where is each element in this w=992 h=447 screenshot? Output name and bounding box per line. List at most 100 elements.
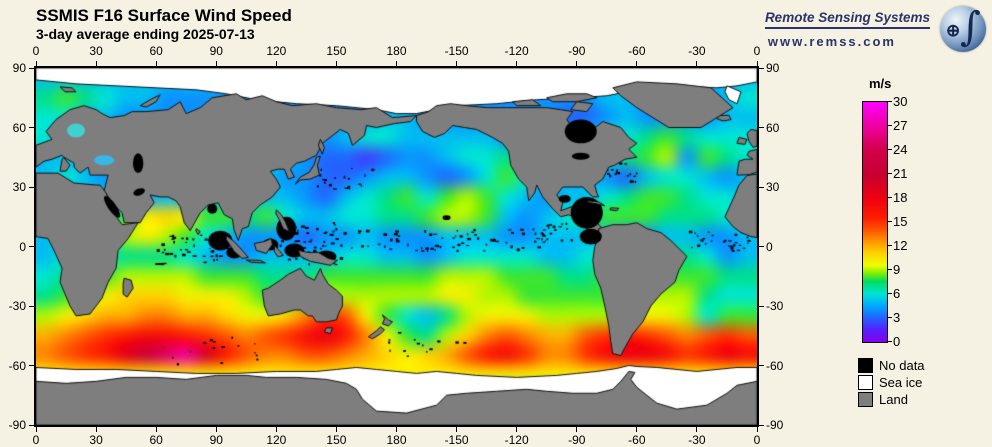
legend-swatch (858, 358, 873, 373)
lon-tickmark-bottom (696, 427, 698, 432)
legend-swatch (858, 375, 873, 390)
lat-tickmark-left (29, 424, 34, 426)
colorbar-tick-label: 3 (893, 310, 901, 325)
colorbar-gradient (863, 102, 887, 342)
lon-tickmark-bottom (756, 427, 758, 432)
lon-tickmark-bottom (576, 427, 578, 432)
lon-tickmark-top (396, 61, 397, 66)
lon-tickmark-top (35, 61, 37, 66)
lat-tick-label-left: 60 (12, 120, 26, 135)
lon-tick-label-top: -60 (628, 44, 646, 58)
lon-tick-label-top: -120 (504, 44, 529, 58)
map-legend: No data Sea ice Land (858, 358, 925, 410)
lon-tick-label-top: 60 (149, 44, 163, 58)
lon-tickmark-top (456, 61, 458, 66)
lon-tickmark-bottom (335, 427, 337, 432)
colorbar-tick-label: 15 (893, 214, 908, 229)
lon-tick-label-bottom: -30 (688, 433, 706, 447)
legend-row: Sea ice (858, 375, 925, 390)
lat-tickmark-left (29, 246, 34, 247)
lon-tick-label-bottom: 180 (386, 433, 407, 447)
lon-tickmark-bottom (35, 427, 37, 432)
colorbar-tickmark (887, 244, 892, 246)
colorbar-tick-label: 30 (893, 94, 908, 109)
lat-tickmark-right (759, 67, 764, 69)
lat-tick-label-right: -90 (766, 418, 784, 432)
colorbar-tickmark (887, 268, 892, 270)
lat-tick-label-left: 30 (12, 180, 26, 194)
legend-row: No data (858, 358, 925, 373)
colorbar-tickmark (887, 340, 892, 342)
lon-tick-label-bottom: 0 (32, 433, 40, 447)
colorbar (862, 101, 888, 343)
lon-tick-label-bottom: 60 (149, 433, 163, 447)
lon-tick-label-bottom: -90 (568, 433, 586, 447)
lon-tick-label-top: -30 (688, 44, 706, 58)
lon-tickmark-top (335, 61, 337, 66)
colorbar-tick-label: 24 (893, 142, 908, 157)
colorbar-tickmark (887, 100, 892, 102)
lat-tick-label-left: -90 (8, 418, 26, 432)
lat-tick-label-left: 0 (19, 239, 26, 254)
lon-tick-label-bottom: -150 (444, 433, 469, 447)
lon-tickmark-bottom (275, 427, 277, 432)
legend-row: Land (858, 392, 925, 407)
lat-tick-label-right: 0 (766, 239, 773, 254)
lon-tickmark-top (636, 61, 638, 66)
colorbar-tickmark (887, 316, 892, 318)
lon-tickmark-bottom (95, 427, 97, 432)
lon-tickmark-top (95, 61, 97, 66)
lat-tickmark-right (759, 246, 764, 247)
lon-tickmark-top (275, 61, 277, 66)
lon-tick-label-top: 0 (32, 44, 40, 58)
lon-tick-label-bottom: 90 (209, 433, 223, 447)
colorbar-tick-label: 0 (893, 334, 901, 349)
lat-tickmark-right (759, 186, 764, 188)
lon-tick-label-top: -150 (444, 44, 469, 58)
lat-tickmark-right (759, 127, 764, 128)
lon-tick-label-top: -90 (568, 44, 586, 58)
page-subtitle: 3-day average ending 2025-07-13 (36, 26, 255, 42)
colorbar-tickmark (887, 292, 892, 294)
lon-tickmark-bottom (155, 427, 157, 432)
colorbar-tickmark (887, 148, 892, 150)
colorbar-tick-label: 18 (893, 190, 908, 205)
colorbar-tickmark (887, 172, 892, 174)
lon-tickmark-bottom (636, 427, 638, 432)
lon-tickmark-top (696, 61, 698, 66)
remss-logo-name: Remote Sensing Systems (764, 10, 930, 29)
lat-tickmark-right (759, 305, 764, 307)
legend-swatch (858, 392, 873, 407)
lat-tickmark-left (29, 127, 34, 128)
colorbar-units-label: m/s (869, 76, 892, 91)
remss-logo: Remote Sensing Systems www.remss.com ∫ ⊕ (736, 2, 986, 60)
lon-tickmark-top (516, 61, 518, 66)
legend-label: Land (879, 392, 908, 407)
lon-tickmark-bottom (215, 427, 217, 432)
lat-tick-label-right: 30 (766, 180, 780, 194)
lat-tick-label-left: -60 (8, 358, 26, 373)
lat-tickmark-left (29, 67, 34, 69)
lat-tickmark-right (759, 424, 764, 426)
colorbar-tick-label: 27 (893, 118, 908, 133)
page-title: SSMIS F16 Surface Wind Speed (36, 6, 292, 25)
lon-tick-label-top: 30 (89, 44, 103, 58)
colorbar-tickmark (887, 196, 892, 198)
colorbar-tick-label: 6 (893, 286, 901, 301)
colorbar-tickmark (887, 124, 892, 126)
lon-tick-label-top: 120 (266, 44, 287, 58)
remss-url-link[interactable]: www.remss.com (767, 34, 896, 49)
lon-tickmark-top (756, 61, 758, 66)
lon-tick-label-top: 90 (209, 44, 223, 58)
lat-tickmark-left (29, 186, 34, 188)
colorbar-tick-label: 12 (893, 238, 908, 253)
lon-tick-label-bottom: 150 (326, 433, 347, 447)
lat-tick-label-right: -60 (766, 358, 784, 373)
colorbar-tick-label: 9 (893, 262, 901, 277)
globe-icon: ∫ ⊕ (940, 4, 986, 52)
lon-tickmark-bottom (516, 427, 518, 432)
lat-tick-label-left: -30 (8, 299, 26, 313)
lon-tickmark-bottom (456, 427, 458, 432)
lon-tick-label-bottom: -60 (628, 433, 646, 447)
lon-tick-label-bottom: 0 (753, 433, 761, 447)
